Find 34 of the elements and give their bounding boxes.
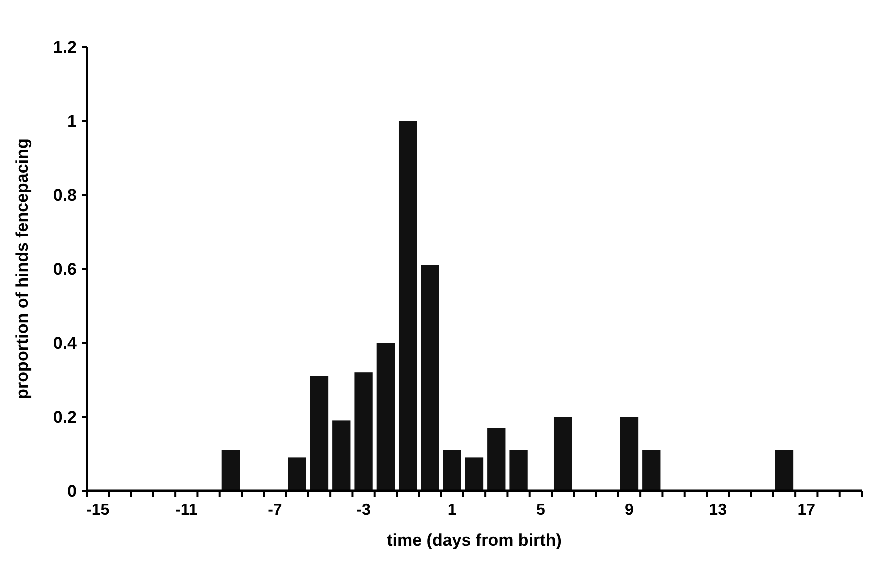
x-tick-label: 13: [709, 502, 728, 519]
bar: [354, 372, 373, 491]
bar: [288, 458, 306, 491]
y-tick-label: 0.8: [53, 186, 77, 205]
x-tick-label: -7: [268, 502, 282, 519]
x-tick-label: 17: [798, 502, 816, 519]
bar: [554, 417, 572, 491]
x-tick-label: -11: [176, 502, 198, 519]
y-tick-label: 0: [68, 482, 77, 501]
x-tick-label: 1: [448, 502, 457, 519]
y-tick-label: 0.4: [53, 334, 78, 353]
bar: [443, 450, 462, 491]
x-axis-title: time (days from birth): [387, 531, 562, 550]
bar: [775, 450, 794, 491]
y-axis-title: proportion of hinds fencepacing: [13, 138, 32, 400]
y-tick-label: 1: [68, 112, 77, 131]
bar: [398, 121, 418, 491]
y-tick-label: 1.2: [53, 38, 77, 57]
bar: [488, 428, 506, 491]
bar: [421, 265, 440, 491]
bar: [332, 420, 351, 491]
x-tick-label: 5: [536, 502, 546, 519]
bar: [642, 450, 661, 491]
x-tick-label: 9: [625, 502, 634, 519]
bar: [465, 458, 484, 491]
bar: [310, 376, 329, 491]
bar: [620, 417, 639, 491]
y-tick-label: 0.2: [53, 408, 77, 427]
x-tick-label: -3: [356, 502, 371, 519]
y-tick-label: 0.6: [53, 260, 77, 279]
bar: [376, 343, 396, 491]
bar: [222, 450, 240, 491]
bar: [510, 450, 528, 491]
x-tick-label: -15: [86, 502, 110, 519]
